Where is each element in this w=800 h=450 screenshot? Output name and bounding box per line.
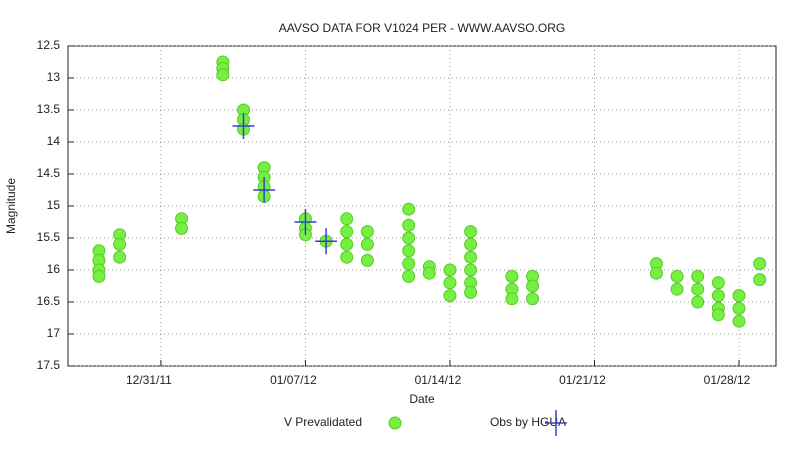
data-point [360,237,374,251]
data-point [113,237,127,251]
data-point [691,269,705,283]
data-point [402,269,416,283]
data-point [464,285,478,299]
data-point [753,257,767,271]
data-point [464,263,478,277]
data-point [505,292,519,306]
data-point [464,225,478,239]
legend-marker [545,410,567,436]
y-tick-label: 15 [47,198,61,212]
data-point [732,289,746,303]
y-tick-label: 17.5 [37,358,61,372]
x-tick-label: 12/31/11 [126,373,172,387]
data-point [402,218,416,232]
data-point [113,250,127,264]
data-point [360,253,374,267]
data-point [340,225,354,239]
data-point [526,279,540,293]
data-point [464,250,478,264]
y-tick-label: 13.5 [37,102,61,116]
data-point [649,266,663,280]
data-point [732,301,746,315]
data-point [402,202,416,216]
data-point [711,276,725,290]
data-point [464,237,478,251]
data-point [175,221,189,235]
y-tick-label: 16.5 [37,294,61,308]
data-point [402,231,416,245]
data-point [443,289,457,303]
legend-marker [388,416,402,430]
chart-title: AAVSO DATA FOR V1024 PER - WWW.AAVSO.ORG [279,21,566,35]
data-point [340,250,354,264]
y-tick-label: 15.5 [37,230,61,244]
data-point [360,225,374,239]
data-point [711,308,725,322]
y-tick-label: 16 [47,262,61,276]
x-tick-label: 01/28/12 [704,373,751,387]
data-point [340,212,354,226]
data-point [753,273,767,287]
data-point [340,237,354,251]
data-point [315,228,338,255]
y-tick-label: 12.5 [37,38,61,52]
x-tick-label: 01/21/12 [559,373,606,387]
y-tick-label: 13 [47,70,61,84]
data-point [505,269,519,283]
data-point [670,269,684,283]
y-tick-label: 17 [47,326,61,340]
data-point [294,209,317,235]
data-point [216,68,230,82]
y-tick-label: 14 [47,134,61,148]
data-point [232,113,255,139]
data-point [526,292,540,306]
data-point [732,314,746,328]
y-tick-label: 14.5 [37,166,61,180]
y-axis-label: Magnitude [4,178,18,234]
data-point [92,269,106,283]
data-point [691,295,705,309]
x-tick-label: 01/07/12 [270,373,317,387]
legend-label: V Prevalidated [284,415,362,429]
data-point [402,257,416,271]
data-point [711,289,725,303]
x-tick-label: 01/14/12 [415,373,462,387]
data-point [422,266,436,280]
data-point [253,177,276,203]
data-point [402,244,416,258]
x-axis-label: Date [409,392,435,406]
data-point [670,282,684,296]
legend-label: Obs by HGUA [490,415,566,429]
data-point [443,276,457,290]
data-point [691,282,705,296]
data-point [443,263,457,277]
